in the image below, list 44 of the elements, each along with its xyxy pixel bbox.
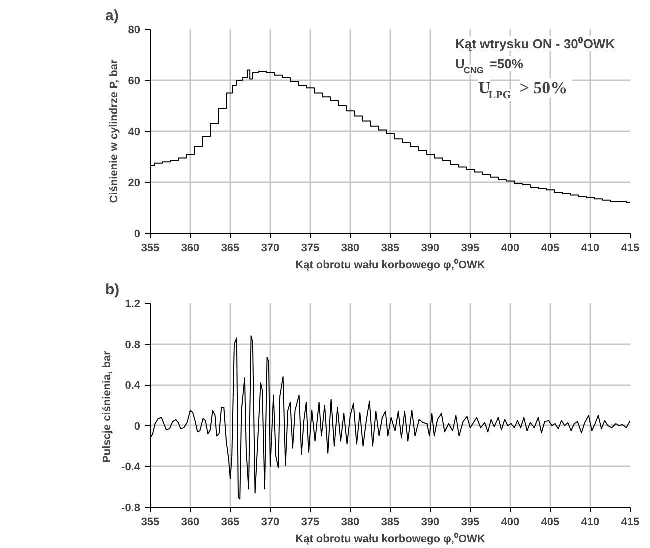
x-tick-label: 355	[141, 516, 160, 528]
x-tick-label: 380	[341, 242, 360, 254]
x-tick-label: 390	[421, 242, 440, 254]
y-tick-label: 60	[128, 76, 141, 88]
x-tick-label: 415	[621, 516, 640, 528]
x-tick-label: 375	[301, 242, 320, 254]
x-tick-label: 400	[501, 242, 520, 254]
x-tick-label: 410	[581, 516, 600, 528]
x-tick-label: 370	[261, 242, 280, 254]
x-tick-label: 385	[381, 516, 400, 528]
y-axis-title: Pulscje ciśnienia, bar	[102, 350, 114, 463]
x-tick-label: 415	[621, 242, 640, 254]
x-tick-label: 400	[501, 516, 520, 528]
y-tick-label: 0	[134, 420, 141, 433]
y-tick-label: -0.4	[122, 462, 142, 474]
y-tick-label: 80	[128, 24, 141, 36]
y-tick-label: 20	[128, 178, 141, 190]
y-tick-label: 0.8	[125, 339, 141, 352]
x-tick-label: 405	[541, 516, 560, 528]
x-axis-title: Kąt obrotu wału korbowego φ,⁰OWK	[296, 532, 486, 546]
x-tick-label: 395	[461, 242, 480, 254]
x-tick-label: 405	[541, 242, 560, 254]
annotation: Kąt wtrysku ON - 30⁰OWK	[456, 36, 616, 52]
x-axis-title: Kąt obrotu wału korbowego φ,⁰OWK	[296, 258, 486, 272]
x-tick-label: 395	[461, 516, 480, 528]
x-tick-label: 370	[261, 516, 280, 528]
x-tick-label: 375	[301, 516, 320, 528]
x-tick-label: 360	[181, 242, 200, 254]
chart-title: b)	[106, 282, 120, 298]
chart-title: a)	[106, 8, 119, 24]
x-tick-label: 360	[181, 516, 200, 528]
x-tick-label: 390	[421, 516, 440, 528]
y-tick-label: 0.4	[125, 380, 142, 392]
x-tick-label: 380	[341, 516, 360, 528]
y-tick-label: -0.8	[122, 502, 141, 514]
x-tick-label: 365	[221, 242, 240, 254]
y-tick-label: 40	[128, 126, 141, 138]
y-tick-label: 1.2	[125, 298, 141, 310]
x-tick-label: 410	[581, 242, 600, 254]
x-tick-label: 365	[221, 516, 240, 528]
y-tick-label: 0	[134, 228, 141, 240]
x-tick-label: 355	[141, 242, 160, 254]
x-tick-label: 385	[381, 242, 400, 254]
y-axis-title: Ciśnienie w cylindrze P, bar	[108, 59, 120, 204]
